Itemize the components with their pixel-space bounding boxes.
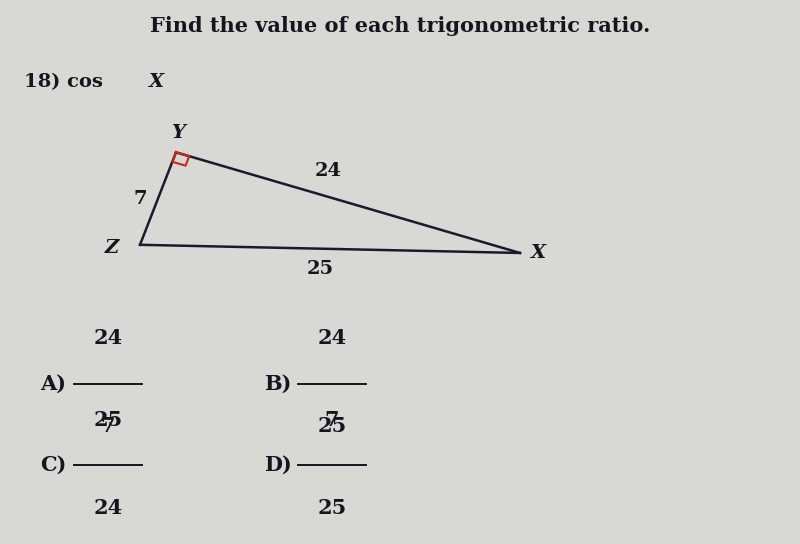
Text: C): C) bbox=[40, 455, 66, 475]
Text: 25: 25 bbox=[306, 260, 334, 279]
Text: 7: 7 bbox=[101, 416, 115, 436]
Text: 7: 7 bbox=[325, 410, 339, 430]
Text: 25: 25 bbox=[94, 410, 122, 430]
Text: 25: 25 bbox=[318, 498, 346, 518]
Text: 24: 24 bbox=[318, 328, 346, 348]
Text: 18) cos: 18) cos bbox=[24, 73, 110, 91]
Text: 24: 24 bbox=[94, 498, 122, 518]
Text: 25: 25 bbox=[318, 416, 346, 436]
Text: Find the value of each trigonometric ratio.: Find the value of each trigonometric rat… bbox=[150, 16, 650, 36]
Text: D): D) bbox=[264, 455, 292, 475]
Text: Y: Y bbox=[171, 124, 186, 143]
Text: A): A) bbox=[40, 374, 66, 393]
Text: Z: Z bbox=[105, 238, 119, 257]
Text: 24: 24 bbox=[314, 162, 342, 181]
Text: X: X bbox=[530, 244, 545, 262]
Text: 7: 7 bbox=[134, 189, 146, 208]
Text: 24: 24 bbox=[94, 328, 122, 348]
Text: X: X bbox=[148, 73, 163, 91]
Text: B): B) bbox=[264, 374, 291, 393]
